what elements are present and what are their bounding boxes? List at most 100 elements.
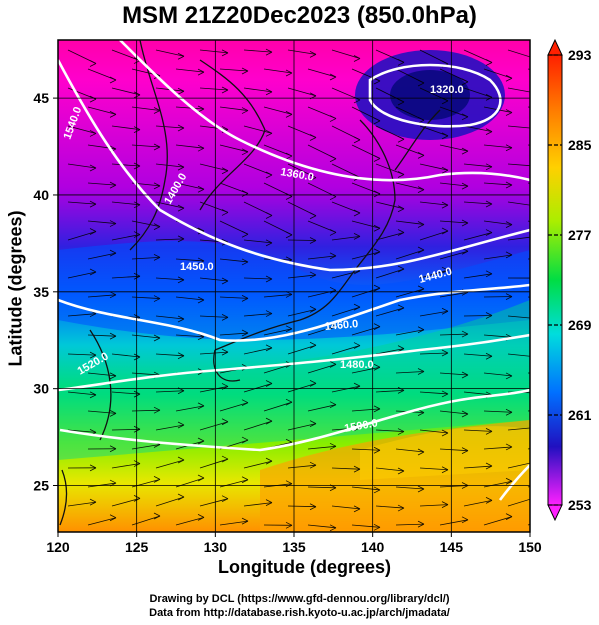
streamline-arrow bbox=[241, 294, 249, 302]
y-tick-label: 35 bbox=[33, 284, 49, 300]
streamline bbox=[439, 220, 469, 224]
streamline bbox=[483, 446, 513, 450]
streamline-arrow bbox=[109, 445, 117, 453]
streamline bbox=[463, 499, 493, 507]
streamline-arrow bbox=[461, 182, 469, 190]
streamline-arrow bbox=[485, 270, 493, 278]
streamline bbox=[439, 144, 469, 152]
streamline bbox=[175, 258, 205, 262]
streamline bbox=[155, 459, 185, 469]
streamline bbox=[67, 313, 97, 317]
streamline-arrow bbox=[89, 95, 97, 103]
streamline bbox=[199, 87, 229, 91]
streamline-arrow bbox=[505, 109, 513, 116]
streamline bbox=[111, 275, 141, 279]
streamline bbox=[199, 315, 229, 318]
colorbar-tick-label: 277 bbox=[568, 227, 592, 243]
streamline-arrow bbox=[373, 117, 381, 125]
streamline-arrow bbox=[265, 380, 273, 387]
streamline bbox=[351, 220, 381, 229]
streamline bbox=[463, 201, 493, 205]
colorbar-tick-label: 285 bbox=[568, 137, 592, 153]
streamline-arrow bbox=[485, 352, 493, 360]
streamline bbox=[483, 254, 513, 260]
streamline bbox=[155, 353, 185, 357]
streamline bbox=[507, 236, 530, 241]
streamline bbox=[439, 519, 469, 526]
streamline-arrow bbox=[441, 266, 449, 274]
streamline bbox=[219, 520, 249, 526]
streamline bbox=[419, 201, 449, 206]
streamline bbox=[331, 270, 361, 279]
streamline bbox=[131, 144, 161, 148]
streamline bbox=[395, 448, 425, 453]
streamline-arrow bbox=[397, 265, 405, 273]
streamline bbox=[131, 106, 161, 111]
streamline-arrow bbox=[461, 113, 469, 121]
streamline bbox=[111, 428, 141, 431]
streamline-arrow bbox=[241, 258, 249, 266]
streamline-arrow bbox=[529, 125, 530, 132]
streamline-arrow bbox=[177, 163, 185, 171]
streamline-arrow bbox=[417, 368, 425, 375]
streamline-arrow bbox=[177, 456, 185, 464]
streamline-arrow bbox=[177, 315, 185, 323]
streamline-arrow bbox=[153, 475, 161, 483]
streamline-arrow bbox=[177, 204, 185, 212]
streamline bbox=[175, 405, 205, 412]
streamline bbox=[87, 182, 117, 186]
streamline-arrow bbox=[441, 501, 449, 508]
streamline bbox=[439, 182, 469, 187]
colorbar-tick-label: 253 bbox=[568, 497, 592, 513]
streamline bbox=[507, 87, 530, 93]
streamline bbox=[527, 523, 530, 526]
streamline bbox=[419, 391, 449, 395]
colorbar-bar bbox=[547, 54, 563, 506]
streamline bbox=[67, 271, 97, 279]
gridlines bbox=[58, 40, 530, 532]
streamline-arrow bbox=[309, 271, 317, 279]
streamline bbox=[419, 352, 449, 355]
streamline-arrow bbox=[397, 59, 405, 66]
streamline-arrow bbox=[241, 436, 249, 444]
streamline-arrow bbox=[417, 152, 425, 159]
streamline bbox=[111, 125, 141, 130]
streamline bbox=[507, 353, 530, 357]
streamline bbox=[483, 372, 513, 377]
streamline bbox=[439, 448, 469, 452]
streamline bbox=[439, 250, 469, 260]
streamline bbox=[243, 87, 273, 93]
streamline-arrow bbox=[285, 398, 293, 406]
streamline-arrow bbox=[197, 474, 205, 482]
streamline bbox=[483, 182, 513, 186]
streamline-arrow bbox=[505, 293, 513, 300]
streamline bbox=[351, 326, 381, 336]
y-tick-label: 40 bbox=[33, 187, 49, 203]
streamline bbox=[419, 467, 449, 471]
streamline-arrow bbox=[461, 516, 469, 524]
streamline-arrow bbox=[241, 399, 249, 407]
streamline bbox=[67, 163, 97, 169]
streamline bbox=[199, 125, 229, 130]
contour-label: 1360.0 bbox=[279, 166, 314, 184]
streamline bbox=[67, 429, 97, 433]
streamline bbox=[219, 106, 249, 111]
streamline-arrow bbox=[89, 60, 97, 67]
streamline bbox=[87, 144, 117, 150]
streamline-arrow bbox=[197, 402, 205, 410]
streamline-arrow bbox=[353, 136, 361, 144]
streamline-arrow bbox=[417, 246, 425, 254]
streamline-arrow bbox=[221, 167, 229, 175]
x-axis-label: Longitude (degrees) bbox=[217, 557, 391, 577]
streamline bbox=[219, 296, 249, 299]
streamline-arrow bbox=[109, 372, 117, 380]
streamline bbox=[175, 182, 205, 190]
streamline-arrow bbox=[221, 348, 229, 356]
streamline-arrow bbox=[505, 74, 513, 82]
streamline-arrow bbox=[441, 166, 449, 174]
streamline-arrow bbox=[329, 115, 337, 122]
streamline bbox=[263, 68, 293, 74]
streamline-arrow bbox=[417, 186, 425, 194]
streamline bbox=[287, 505, 317, 508]
map-title: MSM 21Z20Dec2023 (850.0hPa) bbox=[122, 2, 477, 29]
